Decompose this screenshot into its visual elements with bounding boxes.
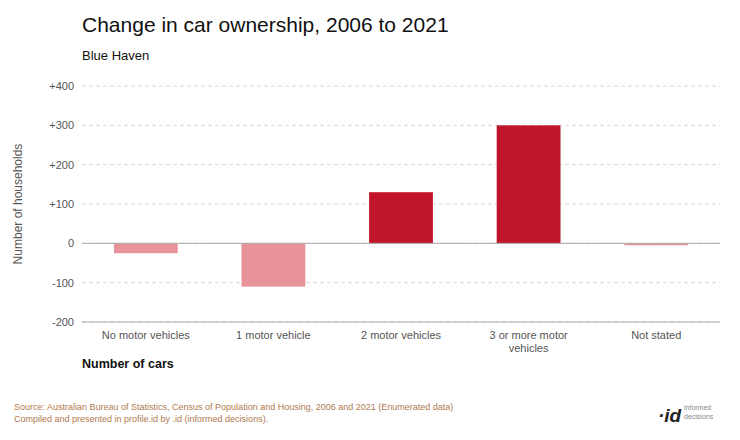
y-tick-label: 0 [68,237,74,249]
y-ticks: -200 -100 0 +100 +200 +300 +400 [49,80,74,328]
chart: Change in car ownership, 2006 to 2021 Blu… [0,0,740,440]
bar [242,243,306,286]
bar [369,192,433,243]
x-tick-label: 2 motor vehicles [361,329,442,341]
y-axis-label: Number of households [11,144,25,265]
y-tick-label: +400 [49,80,74,92]
grid-line [82,243,720,244]
y-tick-label: +200 [49,159,74,171]
bar [497,125,561,243]
grid-line [82,164,720,165]
grid-line [82,125,720,126]
source: Source: Australian Bureau of Statistics,… [14,402,453,424]
y-tick-label: +300 [49,119,74,131]
y-tick-label: +100 [49,198,74,210]
subtitle: Blue Haven [82,48,149,63]
x-tick-label: Not stated [631,329,681,341]
x-tick-label: No motor vehicles [102,329,191,341]
zero-line [82,243,720,244]
x-axis-line [82,322,720,323]
grid [82,86,720,322]
x-ticks: No motor vehicles 1 motor vehicle 2 motor … [102,329,681,354]
bar [114,243,178,253]
logo: ·id [658,405,682,426]
x-tick-label: 3 or more motorvehicles [489,329,568,354]
x-axis-label: Number of cars [82,357,174,371]
y-tick-label: -100 [52,277,74,289]
x-tick-label: 1 motor vehicle [236,329,311,341]
logo-caption: informeddecisions [684,404,714,420]
y-tick-label: -200 [52,316,74,328]
grid-line [82,282,720,283]
bars [114,125,688,286]
background [0,0,740,440]
title: Change in car ownership, 2006 to 2021 [82,13,449,36]
grid-line [82,86,720,87]
grid-line [82,322,720,323]
